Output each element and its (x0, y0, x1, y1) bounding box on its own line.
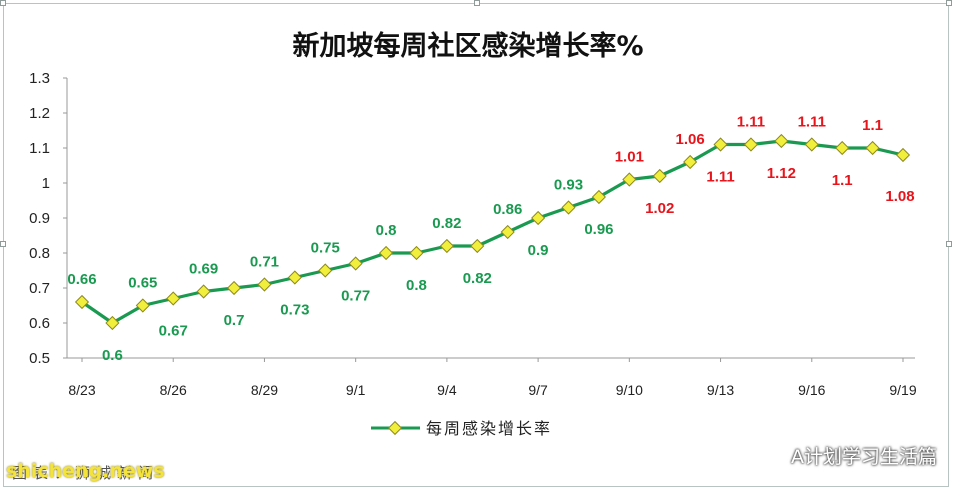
data-label: 0.6 (102, 347, 123, 364)
data-label: 0.82 (432, 215, 461, 232)
data-label: 0.86 (493, 201, 522, 218)
data-label: 0.7 (224, 312, 245, 329)
data-label: 1.12 (767, 165, 796, 182)
data-point-marker (500, 224, 515, 240)
x-tick-label: 9/7 (528, 382, 548, 398)
data-label: 0.66 (67, 271, 96, 288)
data-point-marker (348, 256, 363, 271)
series-line-group (81, 139, 904, 325)
x-tick-label: 8/23 (68, 382, 95, 398)
resize-handle-top-left[interactable] (0, 0, 6, 6)
data-label: 0.8 (406, 277, 427, 294)
y-tick-label: 0.5 (29, 350, 50, 367)
resize-handle-top-right[interactable] (946, 0, 952, 6)
y-tick-labels: 0.5 0.6 0.7 0.8 0.9 1 1.1 1.2 1.3 (29, 70, 50, 367)
y-tick-label: 1.1 (29, 140, 50, 157)
data-label: 0.75 (311, 240, 340, 257)
data-label: 1.11 (706, 169, 734, 186)
legend-marker-swatch (387, 420, 403, 436)
data-point-marker (287, 270, 302, 285)
data-labels: 0.66 0.6 0.65 0.67 0.69 0.7 0.71 0.73 0.75 0.77 0.… (67, 114, 914, 365)
x-tick-label: 8/26 (160, 382, 187, 398)
y-tick-label: 0.6 (29, 315, 50, 332)
data-point-marker (196, 284, 211, 299)
data-label: 1.06 (676, 131, 705, 148)
y-tick-label: 1.3 (29, 70, 50, 87)
chart-axes (63, 77, 915, 362)
data-label: 1.11 (798, 114, 826, 131)
data-label: 0.9 (528, 242, 549, 259)
data-point-marker (804, 137, 819, 152)
legend-entry: 每周感染增长率 (426, 419, 552, 438)
x-tick-label: 9/16 (798, 382, 825, 398)
data-point-marker (774, 133, 789, 149)
wechat-icon (755, 444, 785, 467)
y-tick-label: 1 (42, 175, 50, 192)
site-watermark: shicheng.news (6, 460, 165, 482)
data-label: 1.1 (832, 172, 853, 189)
data-label: 1.02 (645, 200, 674, 217)
data-point-marker (713, 137, 728, 152)
y-tick-label: 0.8 (29, 245, 50, 262)
data-point-marker (105, 315, 120, 331)
data-point-marker (683, 154, 698, 170)
data-label: 0.67 (159, 323, 188, 340)
wechat-watermark: A计划学习生活篇 (755, 442, 937, 469)
data-point-marker (835, 140, 850, 156)
series-line (81, 139, 904, 325)
x-tick-label: 8/29 (251, 382, 278, 398)
chart-title: 新加坡每周社区感染增长率% (292, 30, 643, 62)
data-point-marker (257, 277, 272, 292)
data-point-marker (379, 245, 394, 261)
y-tick-label: 0.9 (29, 210, 50, 227)
x-tick-label: 9/10 (616, 382, 643, 398)
x-tick-label: 9/13 (707, 382, 734, 398)
data-label: 0.93 (554, 177, 583, 194)
data-point-marker (561, 200, 576, 215)
data-label: 1.01 (615, 149, 644, 166)
data-point-marker (652, 168, 667, 184)
data-point-marker (166, 291, 181, 306)
data-label: 0.69 (189, 261, 218, 278)
y-tick-label: 1.2 (29, 105, 50, 122)
data-point-marker (591, 189, 606, 205)
legend: 每周感染增长率 (371, 419, 552, 438)
data-point-marker (439, 238, 454, 254)
data-point-marker (74, 294, 90, 310)
y-tick-label: 0.7 (29, 280, 50, 297)
data-point-marker (135, 298, 150, 313)
data-point-marker (470, 238, 485, 254)
data-point-marker (865, 140, 880, 156)
data-point-markers (74, 133, 911, 331)
data-label: 0.73 (280, 302, 309, 319)
data-label: 0.82 (463, 270, 492, 287)
x-tick-label: 9/1 (346, 382, 366, 398)
wechat-account-name: A计划学习生活篇 (791, 446, 937, 468)
resize-handle-top-mid[interactable] (474, 0, 480, 6)
data-point-marker (409, 245, 424, 261)
source-watermark: 图表：狮城新闻 (12, 464, 160, 482)
data-label: 1.08 (885, 188, 914, 205)
data-point-marker (318, 263, 333, 278)
data-label: 0.71 (250, 254, 279, 271)
data-label: 1.1 (862, 117, 883, 134)
data-point-marker (226, 280, 242, 296)
data-label: 0.77 (341, 288, 370, 305)
data-label: 0.96 (584, 221, 613, 238)
data-point-marker (531, 210, 546, 226)
data-label: 0.8 (376, 222, 397, 239)
resize-handle-mid-right[interactable] (946, 241, 952, 247)
data-point-marker (622, 172, 637, 187)
data-label: 0.65 (128, 275, 157, 292)
x-tick-label: 9/4 (437, 382, 457, 398)
resize-handle-mid-left[interactable] (0, 241, 6, 247)
data-point-marker (895, 147, 911, 163)
data-label: 1.11 (737, 114, 765, 131)
x-tick-labels: 8/23 8/26 8/29 9/1 9/4 9/7 9/10 9/13 9/16 9/19 (68, 382, 916, 398)
data-point-marker (743, 137, 759, 152)
x-tick-label: 9/19 (889, 382, 916, 398)
